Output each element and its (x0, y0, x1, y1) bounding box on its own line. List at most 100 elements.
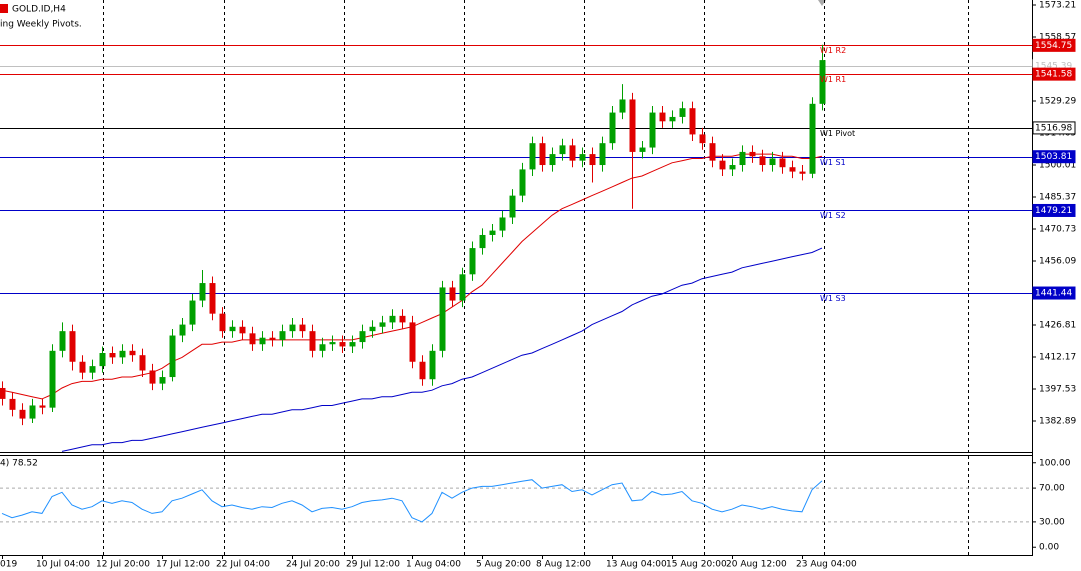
candle-body (419, 361, 426, 380)
candle-body (159, 377, 166, 384)
candle-body (689, 108, 696, 135)
candle-body (0, 387, 6, 399)
candle-body (99, 353, 106, 367)
candle-body (469, 248, 476, 275)
candle-body (239, 326, 246, 334)
candle-body (649, 112, 656, 148)
candle-body (529, 143, 536, 170)
price-tag-label: 1554.75 (1035, 41, 1072, 51)
y-tick-label: 1426.81 (1039, 321, 1076, 331)
candle-body (619, 99, 626, 113)
candle-body (119, 350, 126, 358)
x-tick-label: 20 Aug 12:00 (726, 560, 787, 570)
moving-average (61, 247, 823, 452)
price-tag (1032, 286, 1076, 300)
candle-body (699, 134, 706, 144)
candle-body (539, 143, 546, 166)
candle-body (579, 154, 586, 161)
y2-tick-label: 0.00 (1039, 543, 1059, 553)
candle-body (199, 283, 206, 301)
y-tick-label: 1558.57 (1039, 33, 1076, 43)
pivot-name: W1 S1 (820, 158, 846, 167)
candle-body (149, 370, 156, 384)
candle-body (19, 409, 26, 419)
indicator-name: ing Weekly Pivots. (0, 20, 82, 30)
x-tick-label: 22 Jul 04:00 (216, 560, 270, 570)
candle-body (559, 145, 566, 155)
y-tick-label: 1485.37 (1039, 193, 1076, 203)
candle-body (659, 112, 666, 122)
candle-body (799, 171, 806, 174)
price-tag-label: 1541.58 (1035, 70, 1072, 80)
symbol-icon (0, 4, 8, 13)
candle-body (789, 167, 796, 172)
candle-body (69, 331, 76, 362)
price-tag-label: 1479.21 (1035, 206, 1072, 216)
candle-body (329, 342, 336, 345)
y-tick-label: 1500.01 (1039, 161, 1076, 171)
candle-body (399, 315, 406, 323)
candle-body (749, 151, 756, 157)
candle-body (759, 156, 766, 166)
price-tag (1032, 38, 1076, 52)
candle-body (209, 283, 216, 314)
y-tick-label: 1397.53 (1039, 385, 1076, 395)
x-tick-label: 23 Aug 04:00 (796, 560, 857, 570)
candle-body (809, 103, 816, 174)
candle-body (389, 315, 396, 323)
pivot-name: W1 S3 (820, 294, 846, 303)
pivot-name: W1 S2 (820, 211, 846, 220)
candle-body (739, 151, 746, 166)
candle-body (599, 143, 606, 166)
candle-body (269, 337, 276, 340)
candle-body (129, 350, 136, 356)
candle-body (109, 353, 116, 358)
y2-tick-label: 100.00 (1039, 458, 1071, 468)
candle-body (289, 324, 296, 332)
y-tick-label: 1529.29 (1039, 97, 1076, 107)
candle-body (519, 169, 526, 196)
candle-body (819, 60, 826, 104)
candle-body (639, 147, 646, 152)
price-tag-label: 1516.98 (1035, 123, 1072, 133)
candle-body (369, 326, 376, 332)
candle-body (429, 350, 436, 380)
rsi-label: 4) 78.52 (0, 459, 38, 469)
candle-body (489, 230, 496, 235)
candle-body (39, 405, 46, 408)
x-tick-label: 15 Aug 20:00 (666, 560, 727, 570)
price-tag (1032, 121, 1076, 135)
candle-body (549, 154, 556, 166)
candle-body (279, 331, 286, 340)
x-tick-label: 17 Jul 12:00 (156, 560, 210, 570)
x-tick-label: 24 Jul 20:00 (286, 560, 340, 570)
candle-body (679, 108, 686, 117)
y-tick-label: 1573.21 (1039, 1, 1076, 11)
candle-body (259, 337, 266, 345)
x-tick-label: 12 Jul 20:00 (96, 560, 150, 570)
candle-body (629, 99, 636, 152)
price-tag-label: 1503.81 (1035, 152, 1072, 162)
pivot-name: W1 R1 (820, 75, 846, 84)
candle-body (359, 331, 366, 343)
candle-body (669, 116, 676, 122)
candle-body (249, 333, 256, 345)
rsi-line (1, 479, 823, 523)
candle-body (89, 366, 96, 373)
y-tick-label: 1382.89 (1039, 417, 1076, 427)
x-tick-label: 1 Aug 04:00 (406, 560, 461, 570)
candle-body (79, 361, 86, 373)
candle-body (349, 342, 356, 347)
candle-body (49, 350, 56, 408)
candle-body (729, 165, 736, 170)
candle-body (29, 405, 36, 419)
candle-body (309, 331, 316, 351)
price-tag-label: 1441.44 (1035, 289, 1072, 299)
candle-body (439, 287, 446, 351)
x-tick-label: 8 Aug 12:00 (536, 560, 591, 570)
candle-body (299, 324, 306, 332)
pivot-name: W1 R2 (820, 46, 846, 55)
candle-body (459, 274, 466, 301)
candle-body (219, 313, 226, 332)
